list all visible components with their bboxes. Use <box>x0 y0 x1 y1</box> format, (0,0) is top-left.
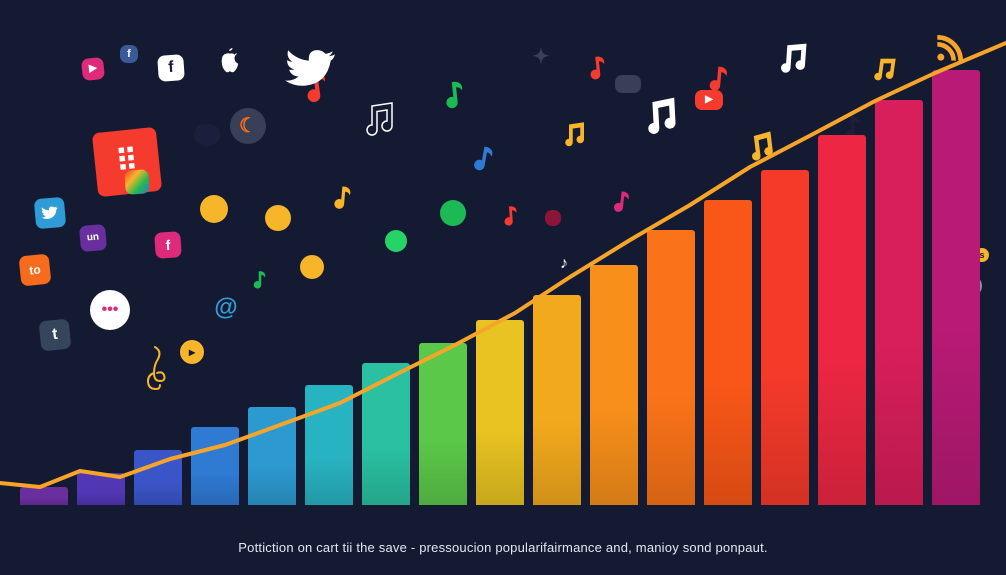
bar-4 <box>248 407 296 505</box>
bar-5 <box>305 385 353 505</box>
bar-11 <box>647 230 695 505</box>
infographic-stage: ⠿f▶fftto•••☾@▸▶PrePs✦un♪ Pottiction on c… <box>0 0 1006 575</box>
bar-12 <box>704 200 752 505</box>
bar-16 <box>932 70 980 505</box>
bar-10 <box>590 265 638 505</box>
caption-text: Pottiction on cart tii the save - presso… <box>0 540 1006 555</box>
bar-0 <box>20 487 68 505</box>
bar-3 <box>191 427 239 505</box>
bar-9 <box>533 295 581 505</box>
bar-1 <box>77 473 125 505</box>
bar-8 <box>476 320 524 505</box>
bar-7 <box>419 343 467 505</box>
bar-15 <box>875 100 923 505</box>
bar-2 <box>134 450 182 505</box>
bar-14 <box>818 135 866 505</box>
bar-chart <box>0 25 1006 505</box>
bar-13 <box>761 170 809 505</box>
bar-6 <box>362 363 410 505</box>
